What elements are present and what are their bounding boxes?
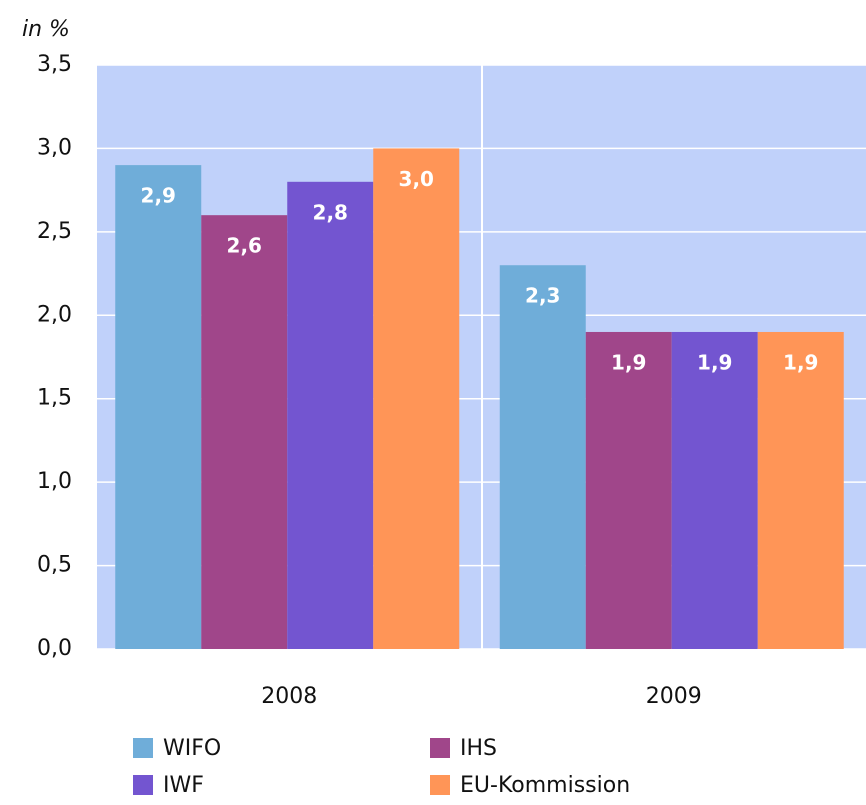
value-label: 1,9 (783, 350, 818, 374)
value-label: 1,9 (697, 350, 732, 374)
value-label: 2,8 (313, 200, 348, 224)
y-tick-label: 2,0 (37, 302, 72, 327)
legend-label: IHS (460, 736, 497, 761)
y-tick-label: 1,5 (37, 386, 72, 411)
legend-label: IWF (163, 773, 204, 798)
legend-label: WIFO (163, 736, 221, 761)
bar (757, 331, 844, 649)
value-label: 2,3 (525, 284, 560, 308)
x-tick-label: 2009 (646, 684, 702, 709)
y-tick-label: 0,0 (37, 636, 72, 661)
legend-swatch (430, 775, 450, 795)
legend-swatch (133, 738, 153, 758)
bar (201, 215, 288, 649)
value-label: 3,0 (399, 167, 434, 191)
value-label: 1,9 (611, 350, 646, 374)
value-label: 2,6 (227, 234, 262, 258)
value-label: 2,9 (141, 184, 176, 208)
y-tick-label: 1,0 (37, 469, 72, 494)
bar (373, 148, 460, 649)
legend-swatch (430, 738, 450, 758)
bar (287, 181, 374, 650)
y-tick-label: 3,5 (37, 52, 72, 77)
y-tick-label: 0,5 (37, 553, 72, 578)
bar (671, 331, 758, 649)
y-axis-label: in % (22, 17, 70, 42)
y-tick-label: 3,0 (37, 135, 72, 160)
bar (585, 331, 672, 649)
legend-label: EU-Kommission (460, 773, 630, 798)
y-tick-label: 2,5 (37, 219, 72, 244)
x-tick-label: 2008 (261, 684, 317, 709)
legend-swatch (133, 775, 153, 795)
bar (499, 265, 586, 649)
bar (115, 165, 202, 649)
